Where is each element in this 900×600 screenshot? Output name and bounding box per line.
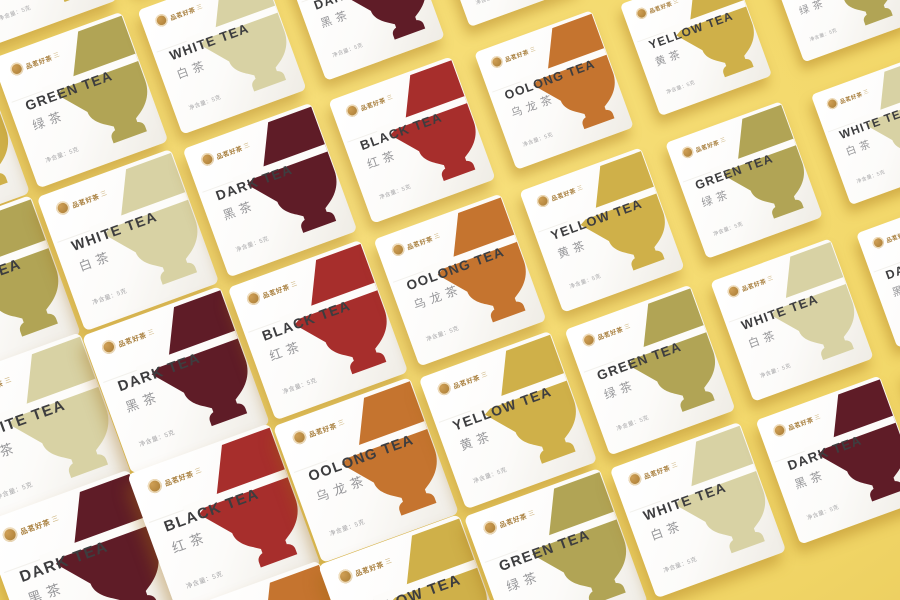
tea-packet-yellow: 品茗好茶 三 YELLOW TEA 黄茶 净含量：5克	[418, 330, 598, 510]
tea-packet-dark: 品茗好茶 三 DARK TEA 黑茶 净含量：5克	[81, 285, 271, 475]
tea-packet-white: 品茗好茶 三 WHITE TEA 白茶 净含量：5克	[710, 238, 874, 402]
gaiwan-silhouette-icon	[198, 427, 298, 568]
gaiwan-silhouette-icon	[247, 106, 337, 233]
brand-logo-mark: 三	[672, 0, 680, 6]
gaiwan-silhouette-icon	[104, 152, 198, 285]
gaiwan-silhouette-icon	[484, 334, 576, 464]
tea-packet-white: 品茗好茶 三 WHITE TEA 白茶 净含量：5克	[137, 0, 307, 135]
gaiwan-silhouette-icon	[341, 381, 437, 516]
gaiwan-silhouette-icon	[200, 0, 287, 92]
gaiwan-silhouette-icon	[0, 199, 59, 337]
tea-packet-yellow: 品茗好茶 三 YELLOW TEA 黄茶 净含量：5克	[619, 0, 773, 117]
tea-packet-black: 品茗好茶 三 BLACK TEA 红茶 净含量：5克	[227, 239, 409, 421]
gaiwan-silhouette-icon	[151, 290, 248, 427]
tea-packet-green: 品茗好茶 三 GREEN TEA 绿茶 净含量：5克	[0, 11, 169, 189]
gaiwan-silhouette-icon	[818, 379, 900, 502]
gaiwan-silhouette-icon	[533, 13, 615, 130]
gaiwan-silhouette-icon	[389, 518, 487, 600]
tea-packet-green: 品茗好茶 三 GREEN TEA 绿茶 净含量：5克	[665, 101, 823, 259]
gaiwan-silhouette-icon	[8, 336, 109, 478]
tea-packet-dark: 品茗好茶 三 DARK TEA 黑茶 净含量：5克	[0, 469, 183, 600]
tea-packet-yellow: 品茗好茶 三 YELLOW TEA 黄茶 净含量：5克	[318, 514, 510, 600]
gaiwan-silhouette-icon	[390, 60, 476, 181]
gaiwan-silhouette-icon	[676, 0, 754, 78]
tea-packet-green: 品茗好茶 三 GREEN TEA 绿茶 净含量：5克	[0, 194, 82, 386]
tea-packet-white: 品茗好茶 三 WHITE TEA 白茶 净含量：5克	[36, 148, 220, 332]
tea-packet-green: 品茗好茶 三 GREEN TEA 绿茶 净含量：5克	[765, 0, 900, 63]
gaiwan-silhouette-icon	[675, 425, 766, 554]
gaiwan-silhouette-icon	[866, 58, 900, 167]
tea-packet-yellow: 品茗好茶 三 YELLOW TEA 黄茶 净含量：5克	[519, 147, 685, 313]
gaiwan-silhouette-icon	[770, 242, 855, 361]
gaiwan-silhouette-icon	[437, 197, 526, 323]
tea-packet-black: 品茗好茶 三 BLACK TEA 红茶 净含量：5克	[127, 423, 321, 600]
tea-packet-oolong: 品茗好茶 三 OOLONG TEA 乌龙茶 净含量：5克	[272, 376, 460, 564]
gaiwan-silhouette-icon	[55, 473, 159, 600]
tea-packet-oolong: 品茗好茶 三 OOLONG TEA 乌龙茶 净含量：5克	[373, 193, 547, 367]
gaiwan-silhouette-icon	[580, 151, 665, 271]
gaiwan-silhouette-icon	[532, 472, 627, 600]
tea-packet-dark: 品茗好茶 三 DARK TEA 黑茶 净含量：5克	[856, 192, 900, 348]
gaiwan-silhouette-icon	[57, 15, 148, 144]
tea-packet-green: 品茗好茶 三 GREEN TEA 绿茶 净含量：5克	[463, 467, 649, 600]
tea-packet-dark: 品茗好茶 三 DARK TEA 黑茶 净含量：5克	[182, 102, 358, 278]
tea-packet-black: 品茗好茶 三 BLACK TEA 红茶 净含量：5克	[328, 56, 496, 224]
tea-packet-white: 品茗好茶 三 WHITE TEA 白茶 净含量：5克	[810, 54, 900, 206]
gaiwan-silhouette-icon	[343, 0, 426, 40]
tea-packet-oolong: 品茗好茶 三 OOLONG TEA 乌龙茶 净含量：5克	[474, 10, 634, 170]
gaiwan-silhouette-icon	[294, 243, 387, 375]
tea-packet-white: 品茗好茶 三 WHITE TEA 白茶 净含量：5克	[609, 421, 787, 599]
tea-packet-green: 品茗好茶 三 GREEN TEA 绿茶 净含量：5克	[564, 284, 736, 456]
tea-packet-dark: 品茗好茶 三 DARK TEA 黑茶 净含量：5克	[755, 375, 900, 545]
gaiwan-silhouette-icon	[723, 104, 804, 219]
tea-packet-dark: 品茗好茶 三 DARK TEA 黑茶 净含量：5克	[283, 0, 445, 81]
gaiwan-silhouette-icon	[627, 288, 716, 412]
tea-packet-white: 品茗好茶 三 WHITE TEA 白茶 净含量：5克	[0, 332, 132, 528]
